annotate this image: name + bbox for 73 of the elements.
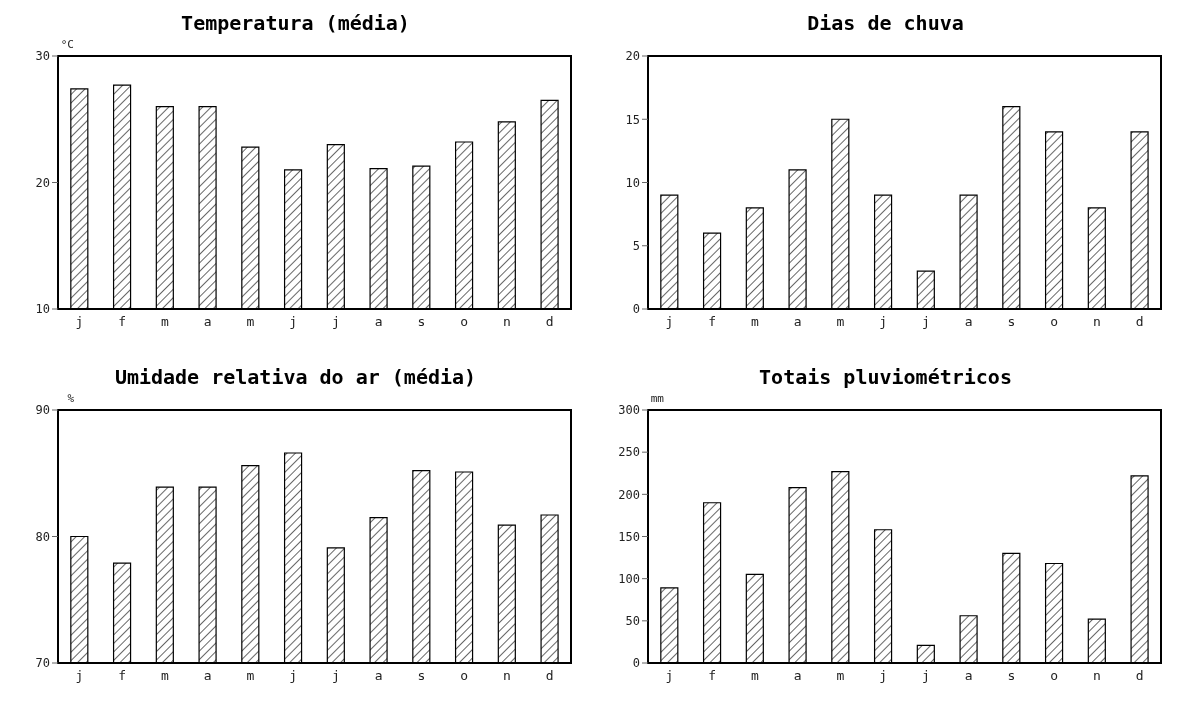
x-tick-label: o: [460, 314, 469, 330]
y-tick-label: 30: [35, 49, 50, 64]
x-tick-label: a: [374, 314, 383, 330]
x-tick-label: f: [708, 314, 717, 330]
x-tick-label: a: [374, 668, 383, 684]
y-tick-label: 80: [35, 529, 50, 544]
x-tick-label: j: [289, 314, 298, 330]
x-tick-label: j: [921, 668, 930, 684]
x-tick-label: j: [75, 314, 84, 330]
y-tick-label: 300: [618, 403, 640, 418]
x-tick-label: j: [75, 668, 84, 684]
y-axis-title: °C: [60, 37, 74, 51]
chart-title: Dias de chuva: [807, 10, 964, 37]
x-tick-label: m: [750, 314, 759, 330]
x-tick-label: f: [118, 314, 127, 330]
x-tick-label: j: [289, 668, 298, 684]
x-tick-label: j: [879, 314, 888, 330]
x-tick-label: d: [1135, 314, 1144, 330]
y-tick-label: 0: [632, 656, 640, 671]
x-tick-label: a: [793, 668, 802, 684]
x-tick-label: a: [203, 668, 212, 684]
y-tick-label: 10: [625, 175, 640, 190]
chart-title: Umidade relativa do ar (média): [114, 364, 477, 391]
x-tick-label: o: [1050, 668, 1059, 684]
x-tick-label: j: [665, 668, 674, 684]
y-axis-title: %: [67, 391, 75, 405]
x-tick-label: m: [160, 314, 169, 330]
x-tick-label: a: [793, 314, 802, 330]
x-tick-label: n: [502, 314, 511, 330]
x-tick-label: s: [417, 314, 426, 330]
x-tick-label: j: [331, 668, 340, 684]
x-tick-label: n: [502, 668, 511, 684]
x-tick-label: m: [246, 314, 255, 330]
x-tick-label: s: [1007, 668, 1016, 684]
y-tick-label: 50: [625, 614, 640, 629]
x-tick-label: m: [750, 668, 759, 684]
x-tick-label: m: [246, 668, 255, 684]
x-tick-label: n: [1092, 314, 1101, 330]
x-tick-label: a: [964, 314, 973, 330]
y-axis-title: mm: [650, 391, 665, 405]
x-tick-label: j: [665, 314, 674, 330]
y-tick-label: 15: [625, 112, 640, 127]
y-tick-label: 200: [618, 487, 640, 502]
x-tick-label: s: [417, 668, 426, 684]
x-tick-label: m: [160, 668, 169, 684]
x-tick-label: d: [1135, 668, 1144, 684]
y-tick-label: 5: [632, 239, 640, 254]
x-tick-label: d: [545, 668, 554, 684]
x-tick-label: j: [921, 314, 930, 330]
y-tick-label: 0: [632, 302, 640, 317]
x-tick-label: o: [460, 668, 469, 684]
y-tick-label: 150: [618, 529, 640, 544]
x-tick-label: m: [836, 314, 845, 330]
x-tick-label: s: [1007, 314, 1016, 330]
y-tick-label: 70: [35, 656, 50, 671]
x-tick-label: a: [964, 668, 973, 684]
x-tick-label: n: [1092, 668, 1101, 684]
y-tick-label: 90: [35, 403, 50, 418]
x-tick-label: f: [118, 668, 127, 684]
y-tick-label: 250: [618, 445, 640, 460]
y-tick-label: 20: [625, 49, 640, 64]
x-tick-label: d: [545, 314, 554, 330]
x-tick-label: f: [708, 668, 717, 684]
chart-title: Totais pluviométricos: [759, 364, 1012, 391]
x-tick-label: j: [331, 314, 340, 330]
x-tick-label: j: [879, 668, 888, 684]
chart-title: Temperatura (média): [181, 10, 410, 37]
x-tick-label: o: [1050, 314, 1059, 330]
y-tick-label: 10: [35, 302, 50, 317]
y-tick-label: 20: [35, 175, 50, 190]
x-tick-label: a: [203, 314, 212, 330]
y-tick-label: 100: [618, 571, 640, 586]
x-tick-label: m: [836, 668, 845, 684]
